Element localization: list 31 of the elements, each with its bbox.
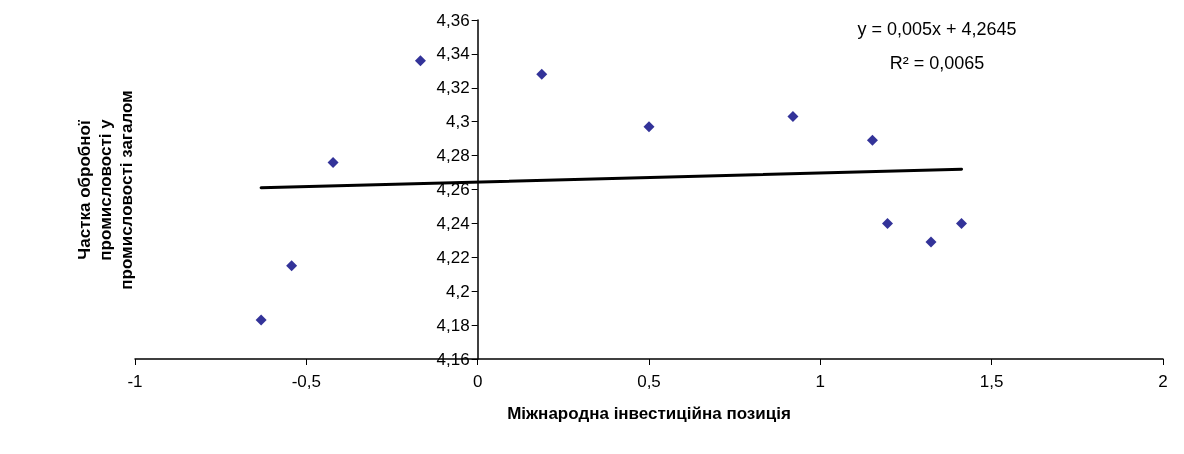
y-tick-label: 4,18: [436, 315, 470, 335]
point: [286, 260, 298, 272]
y-tick-label: 4,32: [436, 78, 470, 98]
y-tick-label: 4,22: [436, 247, 470, 267]
x-tick-label: 1: [815, 372, 826, 391]
y-axis-title: Частка обробної промисловості у промисловості загалом: [74, 90, 136, 290]
y-tick-label: 4,34: [436, 44, 470, 64]
annotation: R² = 0,0065: [889, 53, 985, 73]
point: [866, 134, 878, 146]
point: [925, 236, 937, 248]
point: [255, 314, 267, 326]
y-tick-label: 4,2: [446, 281, 470, 301]
point: [956, 217, 968, 229]
point: [414, 55, 426, 67]
point: [787, 111, 799, 123]
y-tick-label: 4,3: [446, 112, 470, 132]
x-tick-label: 1,5: [979, 372, 1004, 391]
point: [643, 121, 655, 133]
annotation: y = 0,005x + 4,2645: [857, 19, 1017, 39]
x-axis-title: Міжнародна інвестиційна позиція: [507, 404, 791, 423]
y-tick-label: 4,24: [436, 213, 470, 233]
x-tick-label: 0,5: [637, 372, 661, 391]
x-tick-label: -1: [127, 372, 143, 391]
x-tick-label: 2: [1158, 372, 1168, 391]
y-tick-label: 4,36: [436, 10, 470, 30]
point: [327, 156, 339, 168]
point: [882, 217, 893, 229]
point: [536, 68, 548, 80]
x-tick-label: -0,5: [291, 372, 321, 391]
x-tick-label: 0: [472, 372, 483, 391]
y-tick-label: 4,28: [436, 146, 470, 166]
